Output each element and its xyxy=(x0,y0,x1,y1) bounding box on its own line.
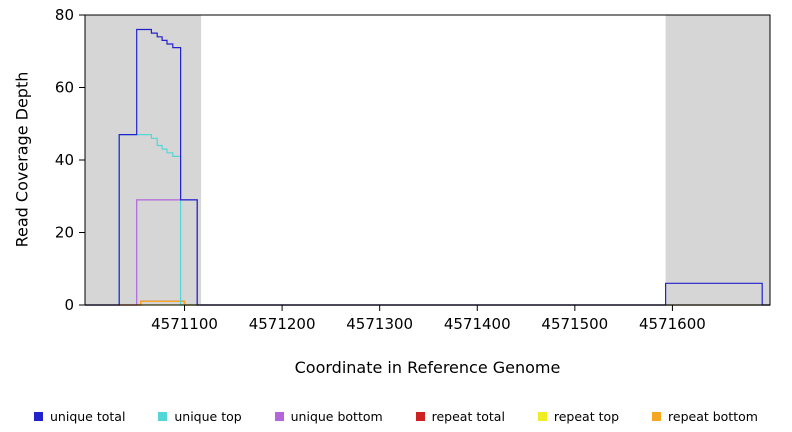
legend-item-repeat-bottom: repeat bottom xyxy=(652,409,758,424)
chart-legend: unique total unique top unique bottom repea… xyxy=(0,409,792,424)
legend-swatch-repeat-top xyxy=(537,412,547,421)
y-tick-label: 20 xyxy=(55,224,74,242)
legend-item-repeat-top: repeat top xyxy=(537,409,620,424)
x-tick-label: 4571200 xyxy=(249,315,316,333)
legend-label-repeat-total: repeat total xyxy=(431,409,505,424)
shaded-region xyxy=(85,15,202,305)
legend-item-unique-top: unique top xyxy=(158,409,242,424)
legend-label-repeat-bottom: repeat bottom xyxy=(668,409,758,424)
legend-label-repeat-top: repeat top xyxy=(553,409,620,424)
legend-item-repeat-total: repeat total xyxy=(415,409,505,424)
x-tick-label: 4571400 xyxy=(444,315,511,333)
y-axis-title: Read Coverage Depth xyxy=(12,71,32,248)
y-tick-label: 0 xyxy=(64,296,74,314)
shaded-region xyxy=(665,15,770,305)
x-tick-label: 4571300 xyxy=(346,315,413,333)
y-tick-label: 80 xyxy=(55,6,74,24)
series-unique-total xyxy=(85,28,770,306)
x-tick-label: 4571500 xyxy=(541,315,608,333)
legend-label-unique-top: unique top xyxy=(174,409,242,424)
legend-swatch-repeat-bottom xyxy=(652,412,662,421)
y-tick-label: 60 xyxy=(55,79,74,97)
legend-swatch-unique-top xyxy=(158,412,168,421)
x-axis-title: Coordinate in Reference Genome xyxy=(294,358,561,377)
legend-swatch-repeat-total xyxy=(415,412,425,421)
coverage-chart: 4571100 4571200 4571300 4571400 4571500 45716… xyxy=(55,6,771,333)
x-tick-label: 4571100 xyxy=(151,315,218,333)
legend-item-unique-total: unique total xyxy=(34,409,125,424)
y-tick-label: 40 xyxy=(55,151,74,169)
legend-swatch-unique-bottom xyxy=(274,412,284,421)
legend-swatch-unique-total xyxy=(34,412,43,421)
legend-item-unique-bottom: unique bottom xyxy=(274,409,383,424)
legend-label-unique-total: unique total xyxy=(50,409,126,424)
x-tick-label: 4571600 xyxy=(639,315,706,333)
legend-label-unique-bottom: unique bottom xyxy=(290,409,383,424)
